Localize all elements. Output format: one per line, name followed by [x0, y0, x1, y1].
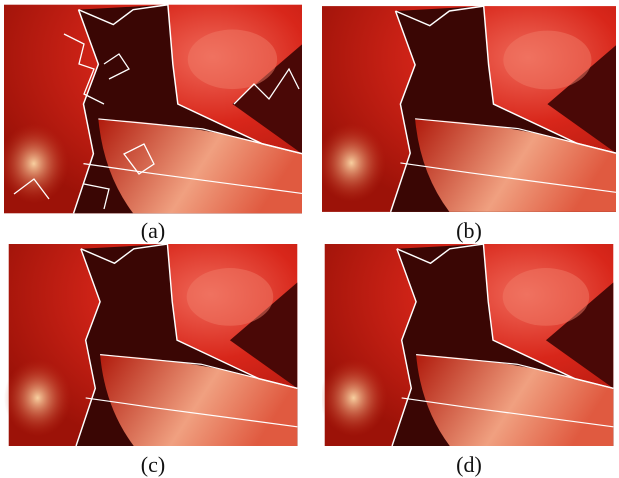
image-d	[322, 244, 616, 446]
figure: (a) (b) (c) (d) (() => { const data = JS…	[0, 0, 619, 478]
image-b	[322, 4, 616, 214]
caption: (c)	[93, 452, 213, 478]
caption: (b)	[409, 218, 529, 244]
image-a	[4, 4, 302, 214]
caption: (a)	[93, 218, 213, 244]
caption: (d)	[409, 452, 529, 478]
image-c	[4, 244, 302, 446]
